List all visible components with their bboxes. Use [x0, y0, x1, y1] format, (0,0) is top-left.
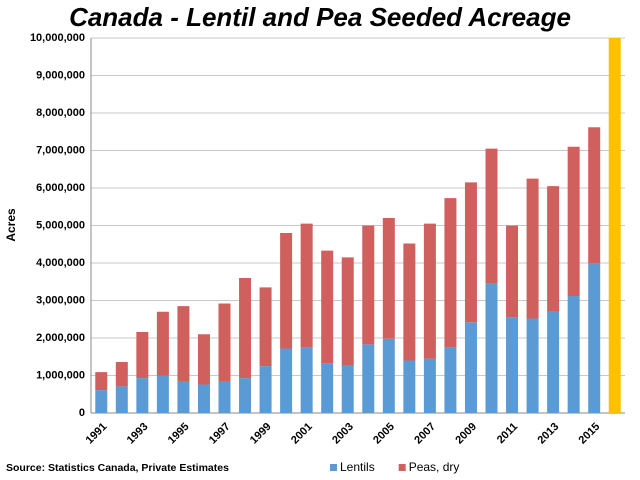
- bar-segment: [526, 318, 539, 413]
- x-tick-label: 1997: [207, 421, 233, 447]
- bar-segment: [588, 263, 601, 413]
- y-tick-label: 6,000,000: [36, 182, 85, 194]
- legend-label: Lentils: [340, 460, 375, 474]
- bar-segment: [95, 390, 108, 413]
- bar-segment: [485, 148, 498, 284]
- bar-segment: [608, 38, 621, 413]
- bar-segment: [136, 332, 149, 379]
- bar-segment: [526, 178, 539, 319]
- legend-label: Peas, dry: [409, 460, 460, 474]
- bar-segment: [115, 386, 128, 413]
- bar-segment: [403, 360, 416, 413]
- y-tick-label: 3,000,000: [36, 294, 85, 306]
- x-tick-label: 1991: [84, 421, 110, 447]
- bar-segment: [218, 381, 231, 413]
- bar-segment: [567, 146, 580, 296]
- bar-segment: [218, 303, 231, 382]
- y-tick-label: 8,000,000: [36, 107, 85, 119]
- bar-segment: [547, 186, 560, 311]
- x-tick-label: 2015: [577, 421, 603, 447]
- bar-segment: [362, 225, 375, 345]
- x-tick-label: 2013: [535, 421, 561, 447]
- bar-segment: [506, 317, 519, 413]
- bar-segment: [464, 322, 477, 413]
- bar-segment: [506, 225, 519, 318]
- bar-segment: [444, 347, 457, 413]
- y-tick-label: 5,000,000: [36, 219, 85, 231]
- bar-segment: [239, 278, 252, 379]
- bar-segment: [259, 287, 272, 367]
- bar-segment: [547, 311, 560, 413]
- bar-segment: [382, 338, 395, 413]
- x-tick-label: 2011: [495, 421, 520, 446]
- bar-segment: [423, 223, 436, 359]
- y-tick-label: 10,000,000: [30, 32, 85, 44]
- x-tick-label: 1995: [166, 421, 192, 447]
- legend-swatch: [398, 464, 406, 471]
- y-tick-label: 4,000,000: [36, 257, 85, 269]
- bar-segment: [464, 182, 477, 323]
- bar-segment: [300, 347, 313, 413]
- bar-segment: [259, 366, 272, 413]
- bar-segment: [156, 311, 169, 376]
- bar-segment: [341, 365, 354, 413]
- x-tick-label: 2005: [371, 421, 397, 447]
- bar-segment: [280, 233, 293, 349]
- y-tick-label: 7,000,000: [36, 144, 85, 156]
- bar-segment: [239, 378, 252, 413]
- source-note: Source: Statistics Canada, Private Estim…: [6, 462, 229, 474]
- bar-segment: [115, 362, 128, 387]
- bar-segment: [485, 283, 498, 413]
- bar-segment: [197, 384, 210, 413]
- x-tick-label: 1993: [125, 421, 151, 447]
- y-tick-label: 2,000,000: [36, 332, 85, 344]
- x-tick-label: 2007: [412, 421, 438, 447]
- bar-segment: [300, 223, 313, 348]
- y-tick-label: 0: [79, 407, 85, 419]
- bar-segment: [423, 358, 436, 413]
- bar-segment: [95, 372, 108, 391]
- bar-segment: [177, 306, 190, 382]
- x-tick-label: 1999: [248, 421, 274, 447]
- bar-segment: [567, 296, 580, 413]
- bar-segment: [403, 243, 416, 361]
- x-tick-label: 2009: [453, 421, 479, 447]
- x-tick-label: 2003: [330, 421, 356, 447]
- y-tick-label: 1,000,000: [36, 369, 85, 381]
- chart-title: Canada - Lentil and Pea Seeded Acreage: [69, 2, 571, 32]
- bar-segment: [136, 378, 149, 413]
- bar-segment: [156, 375, 169, 413]
- x-tick-label: 2001: [289, 421, 315, 447]
- bar-segment: [444, 198, 457, 348]
- bar-segment: [382, 218, 395, 339]
- bar-segment: [197, 334, 210, 385]
- bar-segment: [177, 381, 190, 413]
- y-axis-label: Acres: [4, 208, 18, 242]
- legend-swatch: [330, 464, 337, 471]
- y-tick-label: 9,000,000: [36, 69, 85, 81]
- bar-segment: [362, 344, 375, 413]
- bar-segment: [321, 363, 334, 413]
- bar-segment: [280, 348, 293, 413]
- bar-segment: [321, 250, 334, 364]
- bar-segment: [588, 127, 601, 264]
- bar-segment: [341, 257, 354, 365]
